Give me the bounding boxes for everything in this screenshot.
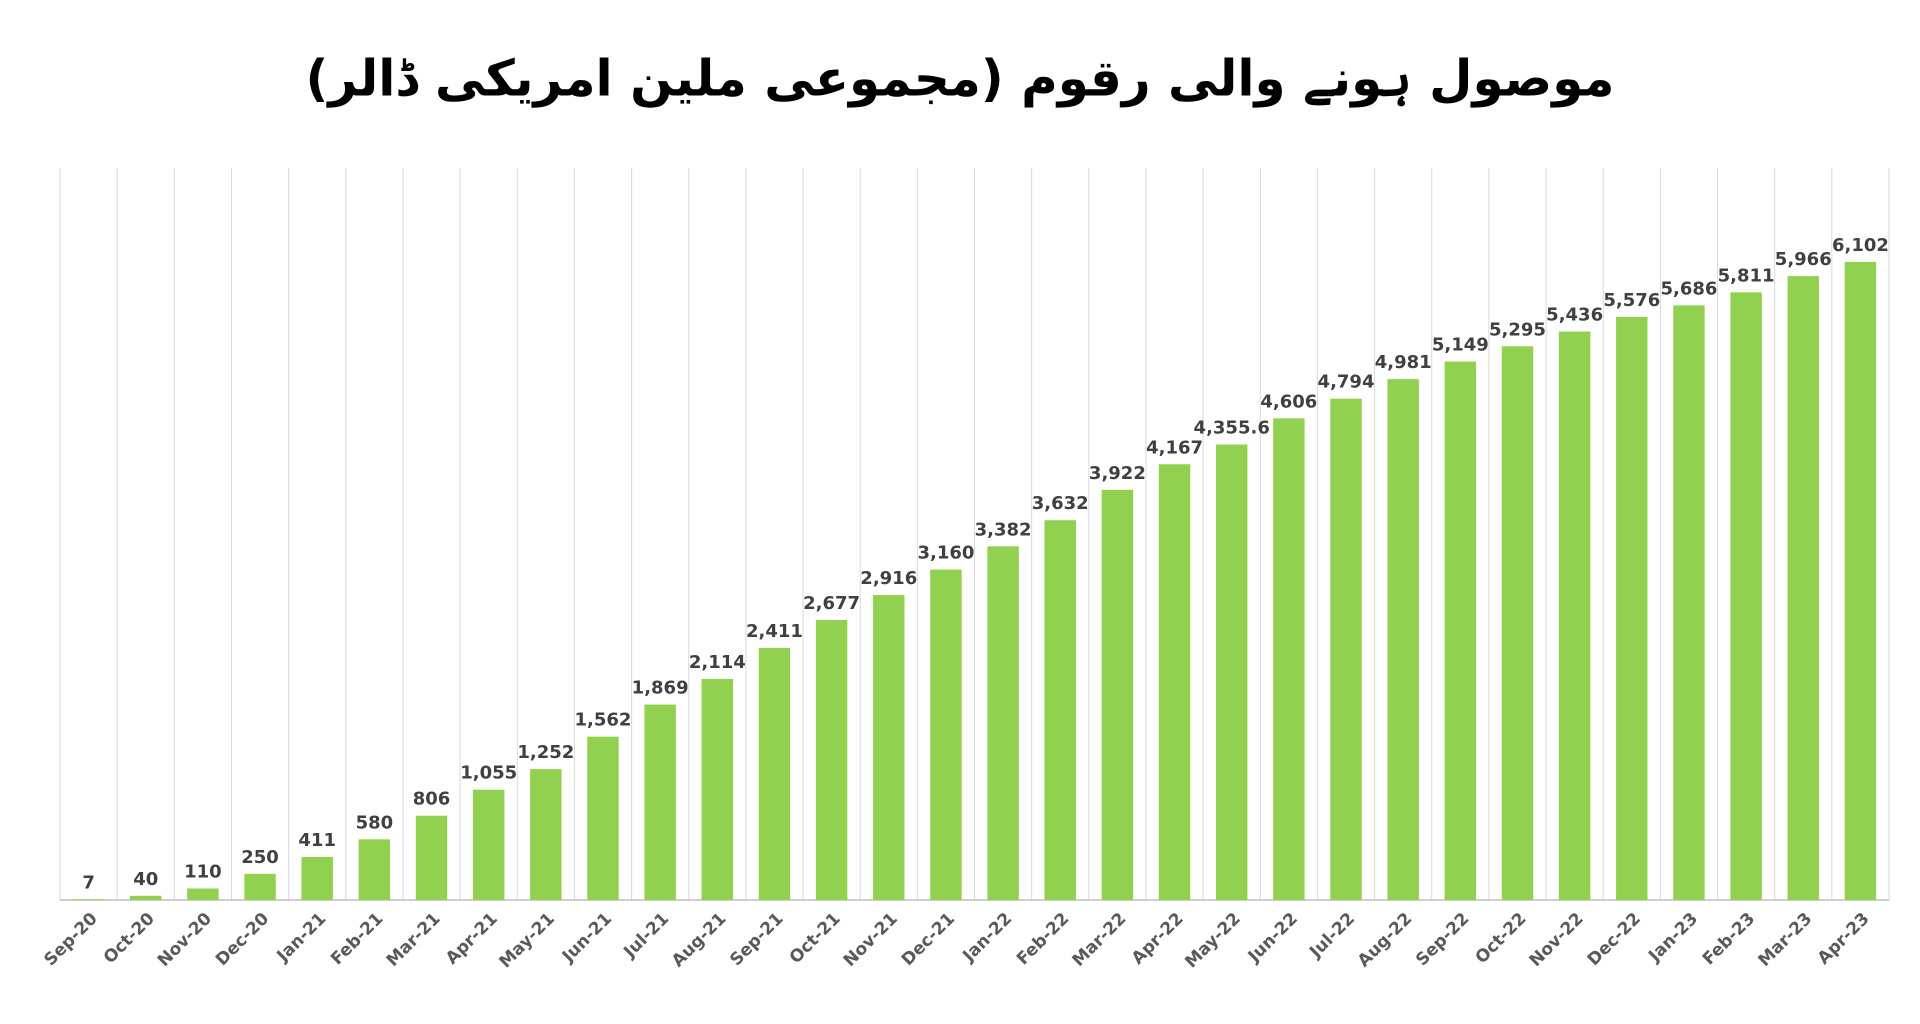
value-label: 5,686 (1660, 278, 1717, 299)
x-tick-label: Feb-22 (1013, 909, 1073, 969)
value-label: 2,677 (803, 593, 860, 614)
value-label: 6,102 (1832, 235, 1889, 256)
bar (1730, 292, 1762, 900)
value-label: 2,114 (689, 652, 746, 673)
bar (1501, 346, 1534, 900)
bar (1387, 379, 1419, 900)
bar (301, 857, 333, 900)
x-tick-label: Feb-23 (1699, 909, 1759, 969)
x-tick-label: Jun-22 (1244, 909, 1302, 967)
value-label: 3,632 (1032, 493, 1089, 514)
x-tick-label: Sep-21 (726, 909, 787, 970)
bar (358, 839, 391, 900)
bar (644, 704, 676, 900)
bar (187, 888, 219, 900)
x-tick-label: Mar-22 (1069, 909, 1131, 971)
bar (244, 873, 276, 900)
bar (1273, 418, 1305, 900)
x-tick-label: Jan-22 (958, 909, 1016, 967)
value-label: 1,562 (575, 710, 632, 731)
value-label: 5,295 (1489, 319, 1546, 340)
x-tick-label: Jan-21 (273, 909, 331, 967)
bar (130, 895, 162, 900)
x-tick-label: Jul-21 (619, 909, 673, 963)
value-label: 2,411 (746, 621, 803, 642)
x-tick-label: Apr-22 (1128, 909, 1188, 969)
value-label: 250 (241, 847, 279, 868)
x-tick-label: Dec-21 (898, 909, 959, 970)
x-tick-label: May-21 (495, 909, 558, 972)
value-label: 2,916 (860, 568, 917, 589)
value-label: 4,355.6 (1194, 418, 1270, 439)
x-tick-label: Oct-22 (1472, 909, 1531, 968)
value-label: 3,160 (917, 543, 974, 564)
bar (987, 546, 1019, 900)
value-label: 1,055 (460, 763, 517, 784)
x-tick-label: Apr-23 (1814, 909, 1874, 969)
x-tick-label: Nov-22 (1526, 909, 1588, 971)
bar (1616, 316, 1648, 900)
value-label: 411 (298, 830, 336, 851)
value-label: 1,252 (517, 742, 574, 763)
value-label: 5,149 (1432, 335, 1489, 356)
chart-title: موصول ہونے والی رقوم (مجموعی ملین امریکی… (305, 50, 1614, 109)
x-tick-label: Aug-22 (1354, 909, 1416, 971)
bar (1158, 464, 1191, 900)
x-tick-label: Nov-21 (840, 909, 902, 971)
value-label: 5,811 (1718, 265, 1775, 286)
value-label: 5,436 (1546, 305, 1603, 326)
x-tick-label: Jul-22 (1305, 909, 1359, 963)
bar (1558, 331, 1591, 901)
x-tick-label: Feb-21 (327, 909, 387, 969)
x-tick-label: Jun-21 (558, 909, 616, 967)
value-label: 580 (356, 812, 394, 833)
value-label: 40 (133, 869, 158, 890)
value-label: 4,167 (1146, 437, 1203, 458)
value-label: 7 (82, 872, 95, 893)
bar (815, 620, 848, 900)
bar (1101, 489, 1134, 900)
x-tick-label: Sep-22 (1412, 909, 1473, 970)
x-tick-label: Mar-21 (383, 909, 445, 971)
value-label: 3,922 (1089, 463, 1146, 484)
value-label: 4,606 (1260, 391, 1317, 412)
x-tick-label: Apr-21 (442, 909, 502, 969)
x-tick-label: Nov-20 (154, 909, 216, 971)
value-label: 3,382 (975, 519, 1032, 540)
bar (1215, 444, 1248, 900)
bar (72, 899, 105, 900)
value-label: 5,966 (1775, 249, 1832, 270)
bar (1673, 305, 1705, 900)
value-label: 110 (184, 861, 222, 882)
x-tick-label: Dec-20 (212, 909, 273, 970)
value-label: 4,981 (1375, 352, 1432, 373)
bar (530, 769, 562, 900)
x-tick-label: Oct-21 (786, 909, 845, 968)
x-tick-label: Dec-22 (1584, 909, 1645, 970)
bar (415, 815, 448, 900)
bar (472, 789, 505, 900)
x-tick-label: Oct-20 (100, 909, 159, 968)
x-tick-label: Mar-23 (1754, 909, 1816, 971)
bar (758, 647, 791, 900)
bar (873, 595, 905, 900)
value-label: 4,794 (1318, 372, 1375, 393)
bar (701, 678, 734, 900)
bar (587, 736, 619, 900)
bar (1844, 261, 1877, 900)
value-label: 806 (413, 789, 451, 810)
x-tick-label: Jan-23 (1644, 909, 1702, 967)
x-tick-label: Aug-21 (668, 909, 730, 971)
bar (1330, 398, 1362, 900)
bar (1787, 276, 1819, 901)
x-tick-label: Sep-20 (40, 909, 101, 970)
x-tick-label: May-22 (1181, 909, 1244, 972)
bar (930, 569, 962, 900)
bar (1444, 361, 1477, 900)
bar (1044, 520, 1076, 900)
value-label: 1,869 (632, 678, 689, 699)
value-label: 5,576 (1603, 290, 1660, 311)
